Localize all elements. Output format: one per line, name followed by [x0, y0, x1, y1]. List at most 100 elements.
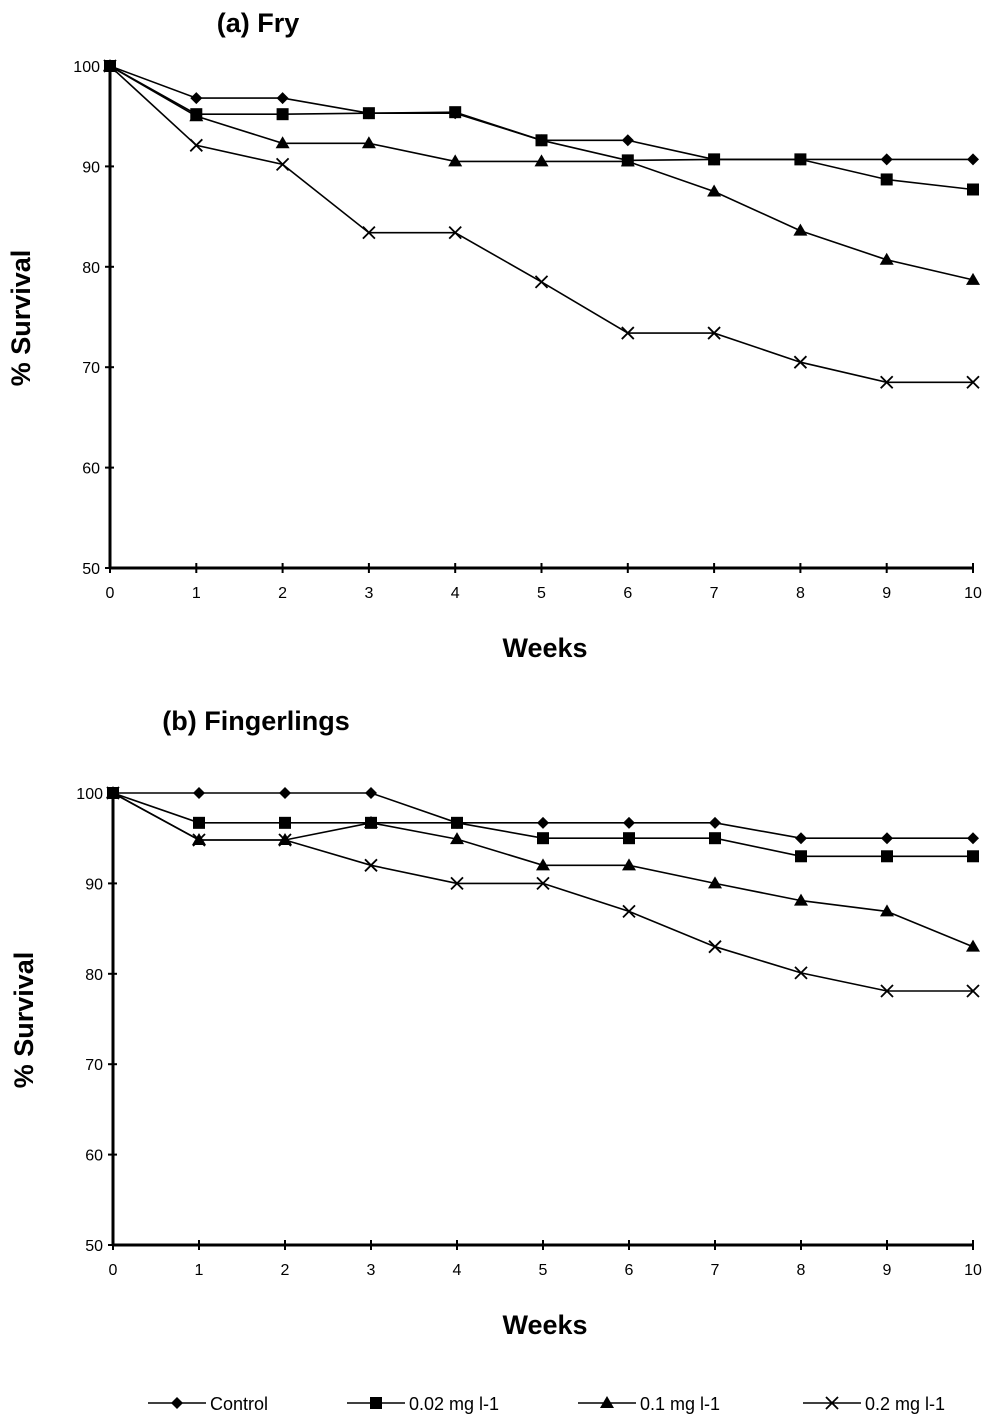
- y-tick-label: 50: [85, 1238, 103, 1255]
- y-axis-title: % Survival: [6, 250, 36, 387]
- data-point-square: [967, 850, 979, 863]
- x-tick-label: 7: [710, 585, 719, 602]
- legend-marker-x: [825, 1396, 839, 1410]
- data-point-diamond: [623, 816, 635, 829]
- data-point-triangle: [364, 815, 378, 828]
- series-diamond: [104, 60, 979, 166]
- x-axis-title: Weeks: [502, 633, 587, 663]
- data-point-x: [192, 833, 206, 847]
- data-point-triangle: [275, 136, 290, 149]
- legend-label: 0.1 mg l-1: [640, 1394, 720, 1414]
- x-tick-label: 7: [711, 1262, 720, 1279]
- y-axis-title: % Survival: [9, 952, 39, 1089]
- x-tick-label: 4: [453, 1262, 462, 1279]
- chart-fingerlings: (b) Fingerlings 50 60 70 80 90 100 0 1 2 3 4 5 6 7 8 9 10…: [9, 706, 982, 1340]
- x-axis-title: Weeks: [502, 1310, 587, 1340]
- data-point-triangle: [622, 858, 636, 871]
- series-x: [106, 786, 980, 998]
- data-point-diamond: [279, 787, 291, 799]
- data-point-x: [793, 355, 808, 369]
- data-point-x: [534, 275, 549, 289]
- data-point-square: [449, 106, 462, 119]
- x-tick-label: 8: [797, 1262, 806, 1279]
- y-tick-label: 100: [76, 786, 103, 803]
- chart-title: (b) Fingerlings: [162, 706, 349, 736]
- y-tick-label: 80: [85, 967, 103, 984]
- chart-title: (a) Fry: [217, 8, 300, 38]
- data-point-triangle: [534, 154, 549, 167]
- series-line-diamond: [113, 792, 973, 840]
- data-point-x: [621, 326, 635, 340]
- x-tick-label: 3: [367, 1262, 376, 1279]
- data-point-square: [794, 153, 807, 166]
- data-point-diamond: [795, 832, 807, 845]
- data-point-diamond: [881, 832, 893, 845]
- data-point-triangle: [707, 184, 722, 197]
- x-tick-label: 2: [278, 585, 287, 602]
- data-point-triangle: [450, 832, 464, 845]
- data-point-square: [276, 108, 289, 121]
- series-x: [103, 59, 980, 389]
- data-point-triangle: [448, 154, 463, 167]
- data-point-square: [537, 832, 549, 845]
- y-tick-label: 100: [73, 59, 100, 76]
- data-point-triangle: [536, 858, 550, 871]
- data-point-triangle: [708, 876, 722, 889]
- data-point-x: [106, 786, 120, 800]
- y-tick-label: 70: [82, 360, 100, 377]
- data-point-triangle: [879, 252, 894, 265]
- data-point-square: [623, 832, 635, 845]
- legend-marker-diamond: [171, 1397, 183, 1409]
- x-tick-label: 8: [796, 585, 805, 602]
- data-point-triangle: [880, 904, 894, 917]
- x-tick-label: 5: [539, 1262, 548, 1279]
- x-tick-label: 5: [537, 585, 546, 602]
- x-tick-label: 1: [195, 1262, 204, 1279]
- data-point-diamond: [276, 92, 289, 105]
- data-point-square: [708, 153, 721, 166]
- data-point-diamond: [190, 92, 203, 105]
- x-tick-label: 3: [364, 585, 373, 602]
- x-tick-label: 0: [106, 585, 115, 602]
- data-point-diamond: [193, 787, 205, 799]
- data-point-x: [707, 326, 721, 340]
- series-triangle: [106, 786, 980, 952]
- data-point-x: [966, 375, 980, 389]
- chart-fry: (a) Fry 50 60 70 80 90 100 0 1 2 3 4 5 6 7 8 9 10 Weeks % S…: [6, 8, 982, 663]
- legend-entry: 0.2 mg l-1: [803, 1394, 945, 1414]
- series-square: [104, 60, 979, 196]
- series-triangle: [103, 59, 980, 285]
- data-point-x: [103, 59, 117, 73]
- data-point-square: [451, 816, 463, 829]
- legend-entry: Control: [148, 1394, 268, 1414]
- data-point-triangle: [794, 893, 808, 906]
- legend-marker-square: [370, 1397, 382, 1409]
- x-tick-label: 9: [883, 1262, 892, 1279]
- data-point-triangle: [189, 109, 204, 122]
- data-point-triangle: [966, 939, 980, 952]
- legend-label: 0.2 mg l-1: [865, 1394, 945, 1414]
- data-point-triangle: [620, 154, 635, 167]
- data-point-x: [448, 226, 462, 240]
- y-tick-label: 60: [82, 461, 100, 478]
- data-point-x: [708, 940, 722, 954]
- x-tick-label: 0: [109, 1262, 118, 1279]
- data-point-square: [967, 183, 979, 196]
- data-point-triangle: [361, 136, 376, 149]
- x-tick-label: 10: [964, 1262, 982, 1279]
- data-point-x: [880, 984, 894, 998]
- data-point-x: [189, 138, 203, 152]
- data-point-diamond: [709, 816, 721, 829]
- data-point-x: [880, 375, 894, 389]
- y-tick-label: 90: [85, 876, 103, 893]
- data-point-square: [279, 816, 291, 829]
- data-point-diamond: [967, 832, 979, 845]
- x-tick-label: 6: [623, 585, 632, 602]
- x-tick-label: 6: [625, 1262, 634, 1279]
- legend-marker-triangle: [600, 1396, 614, 1408]
- legend-entry: 0.1 mg l-1: [578, 1394, 720, 1414]
- data-point-x: [362, 226, 376, 240]
- y-tick-label: 50: [82, 561, 100, 578]
- data-point-x: [275, 157, 290, 172]
